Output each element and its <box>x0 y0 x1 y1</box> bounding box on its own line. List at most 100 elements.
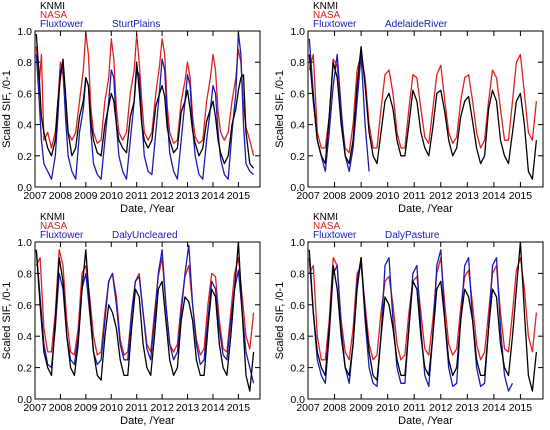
x-axis-title: Date, /Year <box>120 415 175 427</box>
series-line-knmi <box>35 34 255 169</box>
y-tick-label: 0.0 <box>290 182 305 194</box>
x-tick-label: 2014 <box>482 402 506 414</box>
legend-entry-nasa: NASA <box>40 10 68 21</box>
x-tick-label: 2010 <box>100 190 124 202</box>
plot-frame <box>307 241 544 400</box>
x-tick-label: 2009 <box>74 402 98 414</box>
x-tick-label: 2013 <box>456 402 480 414</box>
x-tick-label: 2015 <box>509 402 533 414</box>
y-tick-label: 0.4 <box>290 331 305 343</box>
x-tick-label: 2010 <box>100 402 124 414</box>
x-axis-title: Date, /Year <box>398 415 453 427</box>
y-tick-label: 0.6 <box>17 88 32 100</box>
plot-frame <box>34 30 261 188</box>
y-tick-label: 0.8 <box>17 57 32 69</box>
site-label: DalyPasture <box>385 230 440 241</box>
legend-entry-knmi: KNMI <box>40 212 65 223</box>
y-axis-title: Scaled SIF, /0-1 <box>274 282 286 360</box>
x-tick-label: 2013 <box>176 190 200 202</box>
y-tick-label: 0.4 <box>17 120 32 132</box>
y-tick-label: 0.2 <box>17 363 32 375</box>
x-axis-title: Date, /Year <box>120 203 175 215</box>
chart-panel-sturtplains: 2007 2008 2009 2010 2011 2012 2013 2014 2015 0.0 0… <box>1 1 261 215</box>
chart-panel-dalypasture: 2007 2008 2009 2010 2011 2012 2013 2014 2015 0.0 0… <box>274 212 544 427</box>
chart-panel-adelaideriver: 2007 2008 2009 2010 2011 2012 2013 2014 2015 0.0 0… <box>274 1 544 215</box>
y-tick-label: 1.0 <box>17 26 32 38</box>
x-tick-label: 2008 <box>323 190 347 202</box>
x-tick-label: 2009 <box>349 190 373 202</box>
y-tick-label: 0.8 <box>17 268 32 280</box>
legend-entry-fluxtower: Fluxtower <box>40 230 84 241</box>
y-axis-title: Scaled SIF, /0-1 <box>1 282 13 360</box>
site-label: SturtPlains <box>112 19 160 30</box>
legend-entry-nasa: NASA <box>313 221 341 232</box>
y-axis-title: Scaled SIF, /0-1 <box>274 70 286 148</box>
x-tick-label: 2012 <box>150 190 174 202</box>
x-tick-label: 2011 <box>125 402 148 414</box>
x-tick-label: 2007 <box>296 402 320 414</box>
x-tick-label: 2007 <box>23 190 47 202</box>
y-tick-label: 0.0 <box>17 182 32 194</box>
y-tick-label: 0.4 <box>290 120 305 132</box>
series-line-nasa <box>35 31 255 156</box>
y-tick-label: 0.0 <box>17 394 32 406</box>
x-tick-label: 2009 <box>349 402 373 414</box>
x-tick-label: 2010 <box>376 402 400 414</box>
x-tick-label: 2012 <box>429 190 453 202</box>
y-tick-label: 0.2 <box>17 151 32 163</box>
y-tick-label: 0.6 <box>290 88 305 100</box>
x-tick-label: 2014 <box>201 402 225 414</box>
x-tick-label: 2007 <box>296 190 320 202</box>
legend-entry-nasa: NASA <box>40 221 68 232</box>
x-tick-label: 2015 <box>227 190 251 202</box>
y-tick-label: 0.2 <box>290 363 305 375</box>
y-tick-label: 0.8 <box>290 268 305 280</box>
legend-entry-knmi: KNMI <box>40 1 65 12</box>
x-tick-label: 2011 <box>403 190 426 202</box>
plot-frame <box>307 30 544 188</box>
legend-entry-fluxtower: Fluxtower <box>313 19 357 30</box>
legend-entry-knmi: KNMI <box>313 1 338 12</box>
x-tick-label: 2012 <box>150 402 174 414</box>
legend-entry-knmi: KNMI <box>313 212 338 223</box>
x-tick-label: 2011 <box>403 402 426 414</box>
x-tick-label: 2008 <box>49 402 73 414</box>
legend-entry-fluxtower: Fluxtower <box>313 230 357 241</box>
y-tick-label: 0.6 <box>17 300 32 312</box>
y-tick-label: 0.6 <box>290 300 305 312</box>
site-label: AdelaideRiver <box>385 19 448 30</box>
x-tick-label: 2007 <box>23 402 47 414</box>
x-axis-title: Date, /Year <box>398 203 453 215</box>
y-tick-label: 1.0 <box>290 237 305 249</box>
legend-entry-fluxtower: Fluxtower <box>40 19 84 30</box>
y-tick-label: 0.0 <box>290 394 305 406</box>
x-tick-label: 2014 <box>201 190 225 202</box>
y-axis-title: Scaled SIF, /0-1 <box>1 70 13 148</box>
x-tick-label: 2011 <box>125 190 148 202</box>
y-tick-label: 1.0 <box>290 26 305 38</box>
series-line-fluxtower <box>35 31 255 180</box>
y-tick-label: 0.4 <box>17 331 32 343</box>
series-line-nasa <box>308 53 538 154</box>
chart-panel-dalyuncleared: 2007 2008 2009 2010 2011 2012 2013 2014 2015 0.0 0… <box>1 212 261 427</box>
site-label: DalyUncleared <box>112 230 178 241</box>
y-tick-label: 1.0 <box>17 237 32 249</box>
x-tick-label: 2008 <box>323 402 347 414</box>
x-tick-label: 2015 <box>509 190 533 202</box>
y-tick-label: 0.2 <box>290 151 305 163</box>
series-line-fluxtower <box>35 244 255 384</box>
x-tick-label: 2010 <box>376 190 400 202</box>
x-tick-label: 2014 <box>482 190 506 202</box>
x-tick-label: 2008 <box>49 190 73 202</box>
x-tick-label: 2015 <box>227 402 251 414</box>
x-tick-label: 2009 <box>74 190 98 202</box>
series-line-knmi <box>308 242 538 392</box>
y-tick-label: 0.8 <box>290 57 305 69</box>
series-line-knmi <box>35 242 255 392</box>
legend-entry-nasa: NASA <box>313 10 341 21</box>
x-tick-label: 2012 <box>429 402 453 414</box>
series-line-knmi <box>308 45 538 180</box>
plot-frame <box>34 241 261 400</box>
x-tick-label: 2013 <box>176 402 200 414</box>
